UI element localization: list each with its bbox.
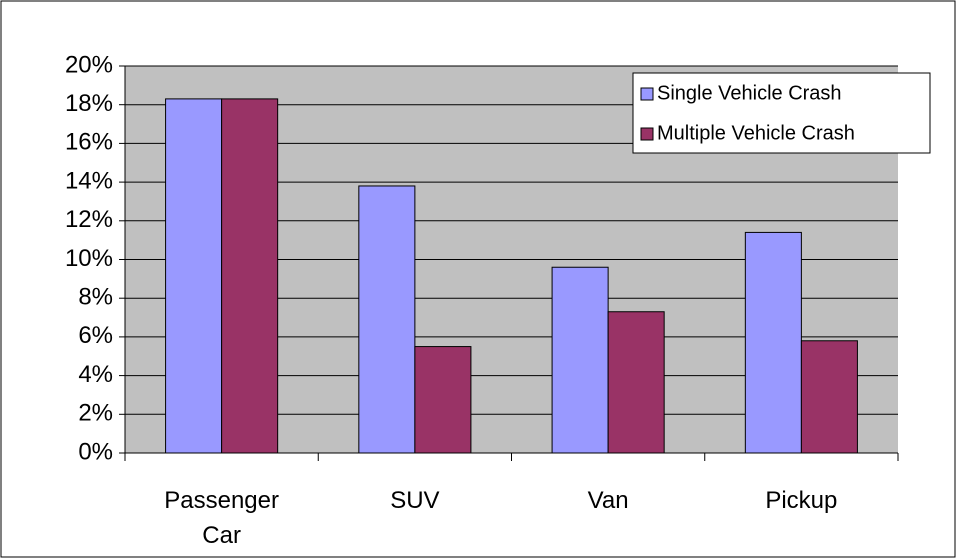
x-tick-label: Passenger Car [164, 487, 279, 549]
legend-box [632, 72, 931, 154]
y-tick-label: 10% [65, 245, 113, 272]
y-tick-label: 6% [78, 322, 113, 349]
y-tick-label: 8% [78, 284, 113, 311]
y-tick-label: 16% [65, 129, 113, 156]
bar [607, 311, 665, 454]
y-tick-label: 20% [65, 51, 113, 78]
bar [414, 346, 472, 454]
x-tick-label: Van [587, 487, 629, 514]
bar [358, 185, 416, 454]
y-tick-label: 0% [78, 438, 113, 465]
legend-label: Single Vehicle Crash [657, 82, 842, 104]
y-tick-label: 14% [65, 167, 113, 194]
bar [800, 340, 858, 454]
bar [551, 266, 609, 454]
bar [744, 231, 802, 454]
y-tick-label: 18% [65, 90, 113, 117]
y-tick-label: 12% [65, 206, 113, 233]
legend-swatch [640, 87, 654, 101]
x-tick-label: Pickup [765, 487, 838, 514]
bar [165, 98, 223, 454]
legend-swatch [640, 127, 654, 141]
y-tick-label: 4% [78, 361, 113, 388]
x-tick-label: SUV [390, 487, 440, 514]
y-tick-label: 2% [78, 400, 113, 427]
legend-label: Multiple Vehicle Crash [657, 122, 855, 144]
bar [221, 98, 279, 454]
